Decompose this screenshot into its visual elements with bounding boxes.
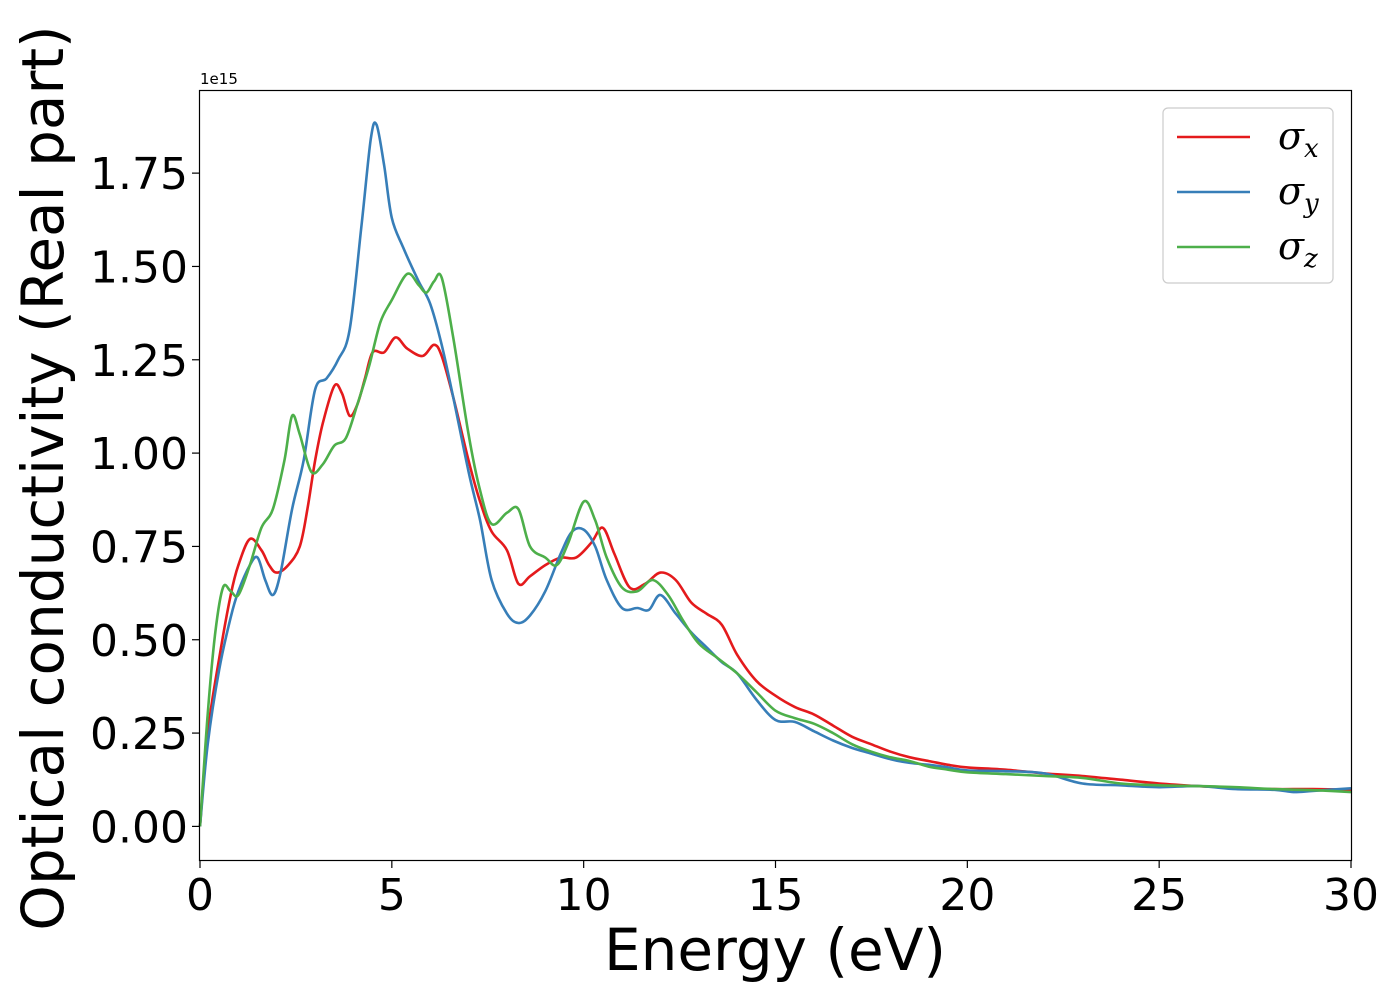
y-tick-label: 1.25 (90, 336, 188, 387)
series-line-z (198, 272, 1352, 827)
y-tick-label: 1.75 (90, 149, 188, 200)
y-tick-label: 0.75 (90, 522, 188, 573)
x-axis-title: Energy (eV) (604, 916, 946, 984)
legend-label-z: σz (1278, 224, 1318, 274)
legend-box (1162, 107, 1334, 284)
plot-lines (198, 121, 1352, 827)
x-tick-label: 20 (939, 870, 995, 921)
y-tick-label: 1.00 (90, 429, 188, 480)
y-tick-label: 1.50 (90, 242, 188, 293)
y-axis-title: Optical conductivity (Real part) (9, 25, 77, 930)
y-tick-label: 0.25 (90, 709, 188, 760)
y-tick-label: 0.00 (90, 802, 188, 853)
x-tick-label: 10 (556, 870, 612, 921)
x-tick-label: 25 (1131, 870, 1187, 921)
x-tick-label: 15 (748, 870, 804, 921)
y-offset-label: 1e15 (200, 70, 238, 88)
legend-label-x: σx (1278, 114, 1319, 164)
x-tick-label: 0 (186, 870, 214, 921)
legend-label-y: σy (1278, 169, 1319, 219)
y-axis-ticks: 0.00 0.25 0.50 0.75 1.00 1.25 1.50 1.75 (90, 149, 200, 853)
x-tick-label: 30 (1323, 870, 1379, 921)
series-line-x (198, 336, 1352, 827)
y-tick-label: 0.50 (90, 616, 188, 667)
x-axis-ticks: 0 5 10 15 20 25 30 (186, 860, 1379, 921)
x-tick-label: 5 (378, 870, 406, 921)
